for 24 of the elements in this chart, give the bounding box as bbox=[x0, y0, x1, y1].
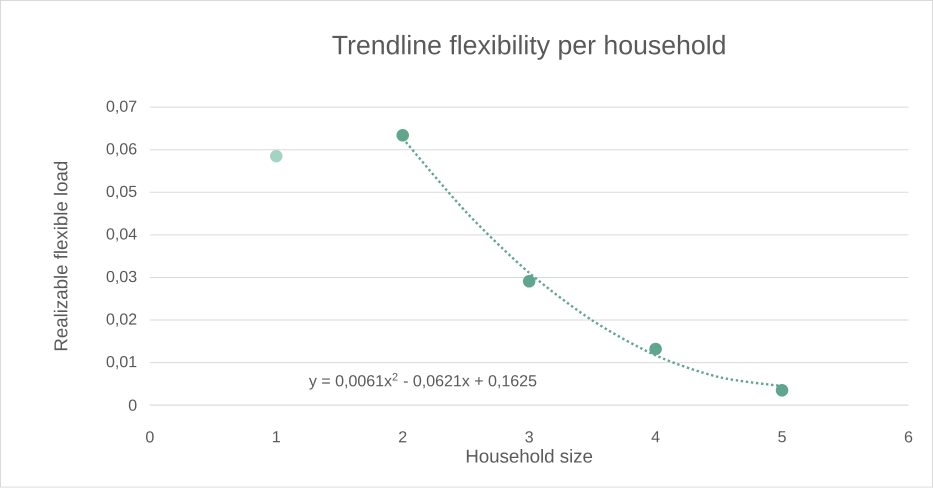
point bbox=[396, 129, 409, 142]
point bbox=[649, 342, 662, 356]
chart-title: Trendline flexibility per household bbox=[332, 35, 725, 60]
x-tick-label: 2 bbox=[399, 431, 406, 443]
x-axis-title: Household size bbox=[466, 449, 592, 463]
x-tick-label: 3 bbox=[525, 431, 533, 443]
x-tick-label: 4 bbox=[652, 431, 660, 442]
y-tick-label: 0 bbox=[128, 400, 137, 411]
x-tick-label: 0 bbox=[146, 431, 154, 443]
y-tick-label: 0,07 bbox=[106, 100, 136, 114]
y-tick-label: 0,01 bbox=[106, 356, 136, 370]
y-tick-label: 0,05 bbox=[106, 186, 136, 200]
y-tick-label: 0,02 bbox=[106, 314, 136, 327]
x-tick-label: 5 bbox=[778, 431, 786, 443]
y-axis-title: Realizable flexible load bbox=[54, 162, 68, 350]
y-tick-label: 0,04 bbox=[106, 228, 137, 242]
y-tick-label: 0,06 bbox=[106, 143, 136, 157]
annotation: y = 0,0061x$^{2}$ - 0,0621x + 0,1625 bbox=[308, 373, 536, 390]
point bbox=[776, 384, 788, 397]
x-tick-label: 1 bbox=[273, 431, 280, 442]
y-tick-label: 0,03 bbox=[106, 271, 136, 284]
x-tick-label: 6 bbox=[904, 431, 912, 443]
point bbox=[522, 275, 536, 288]
point bbox=[270, 150, 283, 163]
